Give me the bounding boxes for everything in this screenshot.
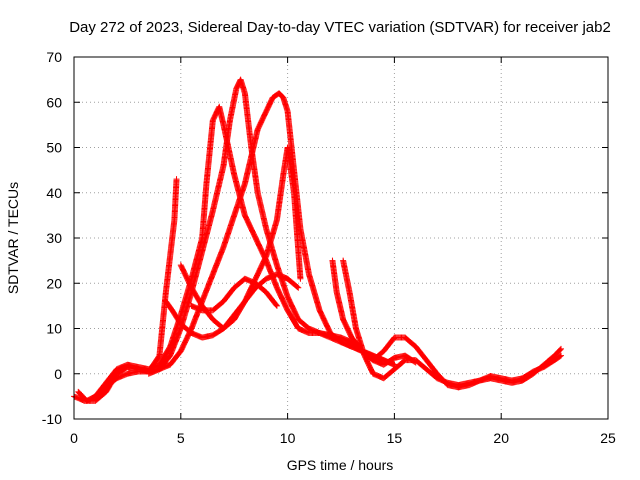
series-9	[340, 257, 565, 389]
y-tick-label: 20	[46, 275, 62, 291]
y-tick-label: 10	[46, 321, 62, 337]
y-tick-label: 70	[46, 49, 62, 65]
y-axis-title: SDTVAR / TECUs	[5, 182, 21, 294]
y-tick-label: 60	[46, 94, 62, 110]
x-tick-label: 0	[70, 430, 78, 446]
x-tick-labels: 0 5 10 15 20 25	[70, 430, 616, 446]
y-tick-label: 40	[46, 185, 62, 201]
x-tick-label: 10	[280, 430, 296, 446]
data-points	[71, 76, 565, 404]
y-tick-label: 30	[46, 230, 62, 246]
y-tick-label: -10	[42, 411, 62, 427]
y-tick-label: 0	[54, 366, 62, 382]
data-point	[173, 176, 180, 183]
y-tick-label: 50	[46, 140, 62, 156]
chart-title: Day 272 of 2023, Sidereal Day-to-day VTE…	[69, 19, 611, 36]
x-tick-label: 15	[387, 430, 403, 446]
y-tick-labels: -10 0 10 20 30 40 50 60 70	[42, 49, 62, 427]
x-tick-label: 20	[493, 430, 509, 446]
x-tick-label: 25	[600, 430, 616, 446]
grid-lines	[74, 57, 608, 419]
x-axis-title: GPS time / hours	[287, 457, 394, 473]
x-tick-label: 5	[177, 430, 185, 446]
series-8	[329, 257, 565, 391]
